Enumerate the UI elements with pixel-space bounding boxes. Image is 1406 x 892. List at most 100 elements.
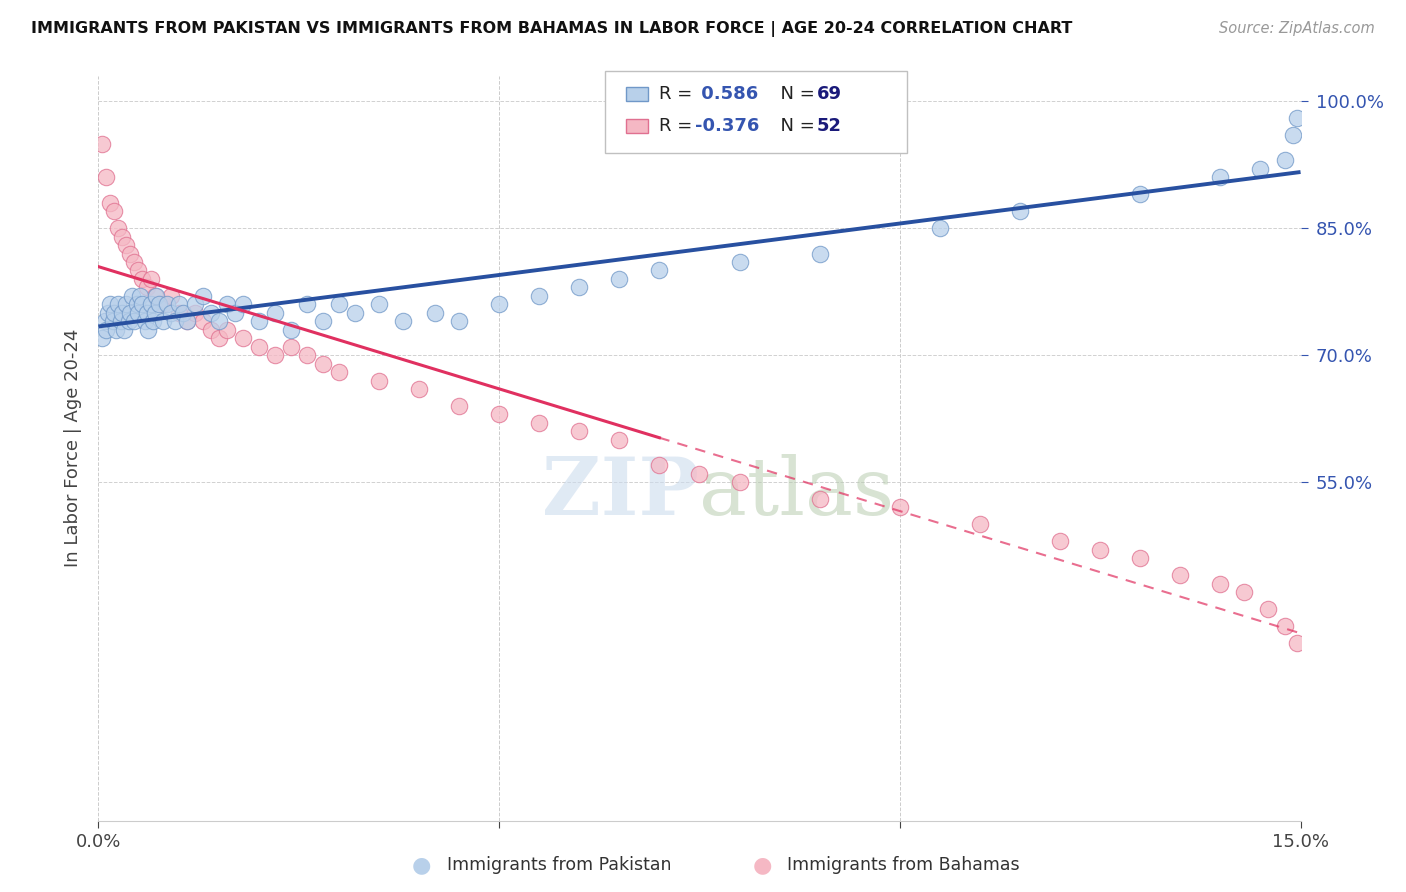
Point (1170, 568, 1192, 582)
Point (328, 365, 350, 379)
Point (139, 272, 162, 286)
Point (142, 314, 165, 328)
Point (1209, 170, 1232, 185)
Point (159, 306, 181, 320)
Text: R =: R = (659, 85, 699, 103)
Point (1285, 636, 1308, 650)
Point (247, 314, 270, 328)
Point (929, 221, 952, 235)
Point (97, 306, 120, 320)
Point (101, 314, 124, 328)
Point (447, 399, 470, 413)
Point (131, 272, 153, 286)
Point (447, 314, 470, 328)
Point (118, 314, 141, 328)
Point (1209, 576, 1232, 591)
Point (208, 331, 231, 345)
Text: ●: ● (752, 855, 772, 875)
Text: ●: ● (412, 855, 432, 875)
Y-axis label: In Labor Force | Age 20-24: In Labor Force | Age 20-24 (63, 329, 82, 567)
Point (1250, 161, 1272, 176)
Point (136, 323, 159, 337)
Point (609, 433, 631, 447)
Point (167, 306, 190, 320)
Point (1233, 585, 1256, 599)
Point (488, 297, 510, 311)
Point (423, 306, 446, 320)
Text: atlas: atlas (699, 454, 894, 532)
Point (159, 289, 181, 303)
Point (91, 136, 114, 151)
Point (143, 289, 166, 303)
Point (648, 263, 671, 277)
Point (408, 382, 430, 396)
Point (688, 467, 710, 481)
Point (1129, 551, 1152, 566)
Point (96, 170, 118, 185)
Point (488, 408, 510, 422)
Point (208, 314, 231, 328)
Point (808, 491, 831, 506)
Point (155, 297, 177, 311)
Point (808, 246, 831, 260)
Point (152, 314, 174, 328)
Point (263, 348, 285, 362)
Point (609, 272, 631, 286)
Point (232, 331, 254, 345)
Point (143, 306, 166, 320)
Text: Immigrants from Pakistan: Immigrants from Pakistan (447, 856, 672, 874)
Point (111, 229, 134, 244)
Point (312, 314, 335, 328)
Point (107, 221, 129, 235)
Point (105, 323, 128, 337)
Point (969, 517, 991, 532)
Point (120, 246, 142, 260)
Point (183, 306, 205, 320)
Point (115, 297, 138, 311)
Point (312, 357, 335, 371)
Point (128, 306, 150, 320)
Text: 0.586: 0.586 (695, 85, 758, 103)
Point (1257, 602, 1279, 616)
Point (1281, 128, 1303, 142)
Text: IMMIGRANTS FROM PAKISTAN VS IMMIGRANTS FROM BAHAMAS IN LABOR FORCE | AGE 20-24 C: IMMIGRANTS FROM PAKISTAN VS IMMIGRANTS F… (31, 21, 1073, 37)
Point (96, 323, 118, 337)
Point (1049, 534, 1071, 549)
Point (172, 306, 194, 320)
Point (728, 255, 751, 269)
Point (191, 314, 214, 328)
Text: 69: 69 (817, 85, 842, 103)
Point (648, 458, 671, 472)
Point (392, 314, 415, 328)
Point (1274, 619, 1296, 633)
Text: 52: 52 (817, 117, 842, 135)
Point (129, 289, 152, 303)
Point (728, 475, 751, 489)
Point (100, 195, 122, 210)
Text: N =: N = (769, 117, 821, 135)
Point (295, 297, 318, 311)
Text: Immigrants from Bahamas: Immigrants from Bahamas (787, 856, 1019, 874)
Point (529, 416, 551, 430)
Point (107, 297, 129, 311)
Point (94, 314, 117, 328)
Point (131, 297, 153, 311)
Point (1129, 187, 1152, 202)
Point (1008, 204, 1031, 219)
Text: R =: R = (659, 117, 699, 135)
Point (215, 297, 238, 311)
Point (200, 306, 222, 320)
Point (176, 314, 198, 328)
Point (247, 340, 270, 354)
Point (280, 323, 302, 337)
Point (103, 204, 125, 219)
Point (135, 306, 157, 320)
Point (368, 374, 391, 388)
Point (100, 297, 122, 311)
Point (120, 306, 142, 320)
Point (215, 323, 238, 337)
Text: ZIP: ZIP (543, 454, 699, 532)
Point (295, 348, 318, 362)
Point (200, 323, 222, 337)
Point (124, 314, 146, 328)
